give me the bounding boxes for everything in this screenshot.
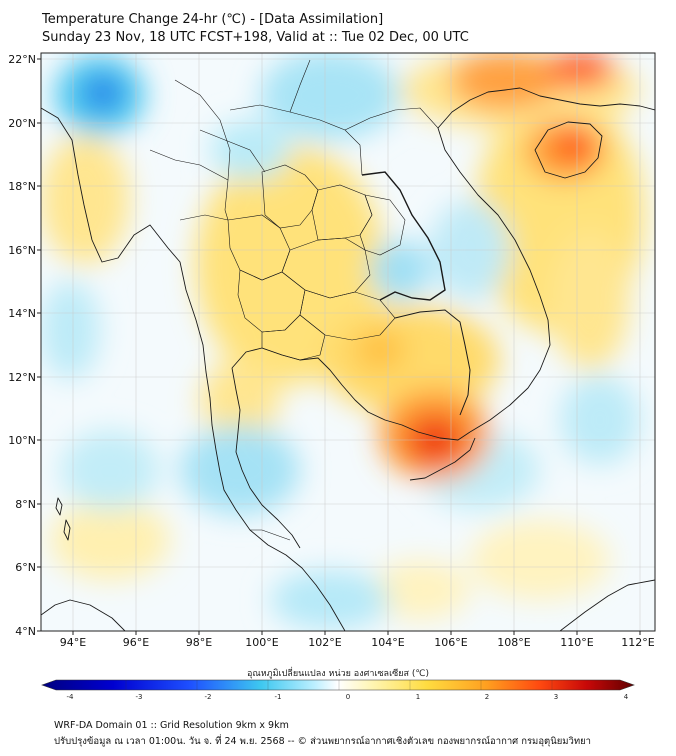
colorbar-tick: 2 <box>485 693 489 701</box>
colorbar-tick: -2 <box>205 693 212 701</box>
lat-label-10: 10°N <box>8 434 36 447</box>
lat-label-14: 14°N <box>8 307 36 320</box>
graticule <box>41 53 655 631</box>
lat-label-22: 22°N <box>8 53 36 66</box>
lon-label-110: 110°E <box>560 636 593 649</box>
map-frame <box>40 52 656 632</box>
lon-label-108: 108°E <box>497 636 530 649</box>
colorbar-tick: 3 <box>554 693 558 701</box>
colorbar-tick: -3 <box>136 693 143 701</box>
colorbar <box>41 679 635 691</box>
lat-label-8: 8°N <box>15 498 36 511</box>
coastlines <box>41 87 655 631</box>
lon-label-94: 94°E <box>60 636 86 649</box>
colorbar-tick: -1 <box>275 693 282 701</box>
lat-label-4: 4°N <box>15 625 36 638</box>
lat-label-16: 16°N <box>8 244 36 257</box>
footer-credit: ปรับปรุงข้อมูล ณ เวลา 01:00น. วัน จ. ที่… <box>54 736 592 747</box>
colorbar-tick: -4 <box>67 693 75 701</box>
lon-label-112: 112°E <box>621 636 654 649</box>
colorbar-tick: 1 <box>416 693 420 701</box>
lat-label-6: 6°N <box>15 561 36 574</box>
map-subtitle: Sunday 23 Nov, 18 UTC FCST+198, Valid at… <box>42 30 469 45</box>
temperature-field <box>41 53 655 631</box>
admin-borders <box>149 59 471 541</box>
map-title: Temperature Change 24-hr (℃) - [Data Ass… <box>42 12 384 27</box>
lon-label-106: 106°E <box>434 636 467 649</box>
lon-label-104: 104°E <box>371 636 404 649</box>
lat-label-20: 20°N <box>8 117 36 130</box>
footer-model-info: WRF-DA Domain 01 :: Grid Resolution 9km … <box>54 720 289 731</box>
lat-label-12: 12°N <box>8 371 36 384</box>
axis-ticks <box>37 58 641 635</box>
lon-label-96: 96°E <box>123 636 149 649</box>
colorbar-tick: 4 <box>624 693 629 701</box>
lon-label-100: 100°E <box>245 636 278 649</box>
lon-label-102: 102°E <box>308 636 341 649</box>
colorbar-divisions <box>125 680 553 690</box>
lat-label-18: 18°N <box>8 180 36 193</box>
lon-label-98: 98°E <box>186 636 212 649</box>
colorbar-label: อุณหภูมิเปลี่ยนแปลง หน่วย องศาเซลเซียส (… <box>246 669 430 679</box>
colorbar-tick: 0 <box>346 693 350 701</box>
